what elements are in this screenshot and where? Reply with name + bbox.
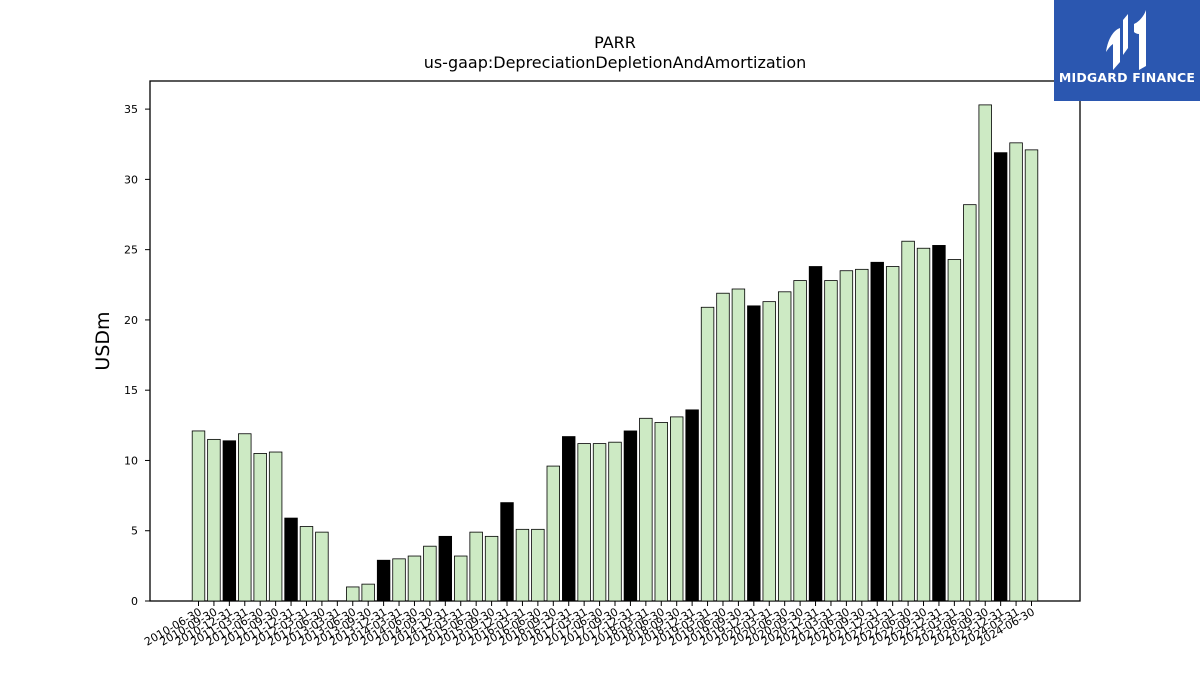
bar: [407, 555, 422, 602]
bar: [716, 292, 730, 602]
chart-subtitle: us-gaap:DepreciationDepletionAndAmortiza…: [424, 53, 807, 72]
y-axis-label: USDm: [92, 311, 114, 370]
bar: [531, 528, 545, 602]
bar: [253, 453, 267, 602]
bar: [361, 583, 375, 602]
y-tick-label: 25: [124, 244, 138, 257]
bar: [947, 259, 962, 602]
bar: [191, 430, 206, 602]
bar: [238, 433, 252, 602]
bar: [207, 438, 221, 602]
bar: [762, 301, 776, 602]
bar: [1024, 149, 1039, 602]
bar: [963, 204, 977, 602]
bar: [392, 558, 406, 602]
midgard-finance-logo: MIDGARD FINANCE: [1054, 0, 1200, 101]
y-tick-label: 35: [124, 103, 138, 116]
bar: [268, 451, 283, 602]
bars: [191, 104, 1039, 602]
midgard-logo-icon: [1106, 10, 1146, 70]
bar: [885, 266, 900, 602]
bar: [870, 261, 884, 602]
bar: [315, 531, 329, 602]
bar: [284, 517, 298, 602]
y-axis: 0 5 10 15 20 25 30 35: [124, 103, 150, 608]
bar: [608, 441, 622, 602]
bar: [562, 436, 576, 602]
bar: [731, 288, 746, 602]
y-tick-label: 0: [131, 595, 138, 608]
bar: [469, 531, 483, 602]
bar: [639, 417, 653, 602]
bar: [993, 152, 1008, 602]
bar: [747, 305, 761, 602]
bar: [932, 245, 946, 602]
logo-text: MIDGARD FINANCE: [1058, 70, 1196, 85]
bar: [670, 416, 684, 602]
bar: [623, 430, 638, 602]
y-tick-label: 5: [131, 525, 138, 538]
bar: [222, 440, 237, 602]
bar: [376, 559, 391, 602]
bar: [700, 306, 715, 602]
bar: [901, 240, 915, 602]
y-tick-label: 10: [124, 454, 138, 467]
bar: [685, 409, 699, 602]
y-tick-label: 20: [124, 314, 138, 327]
bar: [577, 443, 591, 602]
chart-title: PARR: [594, 33, 636, 52]
bar: [423, 545, 437, 602]
bar: [839, 270, 854, 602]
bar: [654, 422, 668, 602]
bar: [484, 535, 499, 602]
bar: [438, 535, 453, 602]
x-axis: 2010-06-302010-09-302010-12-312011-03-31…: [142, 601, 1037, 649]
bar: [592, 443, 607, 602]
bar: [299, 526, 314, 602]
bar: [855, 268, 869, 602]
bar: [515, 528, 530, 602]
bar: [346, 586, 360, 602]
y-tick-label: 30: [124, 173, 138, 186]
bar: [1009, 142, 1023, 602]
bar: [824, 280, 838, 602]
bar: [546, 465, 560, 602]
bar: [808, 266, 823, 602]
y-tick-label: 15: [124, 384, 138, 397]
bar: [793, 280, 807, 602]
bar: [454, 555, 468, 602]
bar: [978, 104, 992, 602]
bar: [500, 502, 514, 602]
bar: [916, 247, 931, 602]
bar: [777, 291, 792, 602]
